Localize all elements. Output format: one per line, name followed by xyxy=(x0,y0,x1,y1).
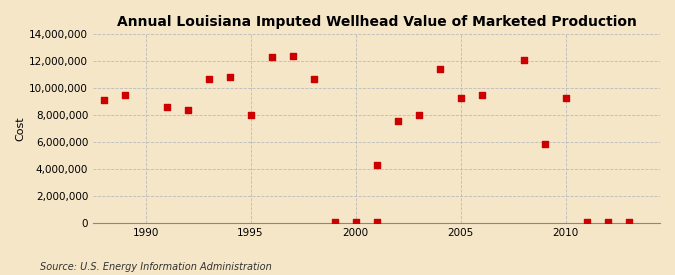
Point xyxy=(518,58,529,62)
Text: Source: U.S. Energy Information Administration: Source: U.S. Energy Information Administ… xyxy=(40,262,272,271)
Point xyxy=(308,77,319,81)
Point xyxy=(203,77,214,81)
Point xyxy=(602,220,613,225)
Point xyxy=(287,54,298,58)
Point xyxy=(161,105,172,109)
Point xyxy=(245,113,256,117)
Point xyxy=(434,67,445,72)
Point xyxy=(413,113,424,117)
Point xyxy=(182,108,193,112)
Point xyxy=(581,220,592,225)
Point xyxy=(224,75,235,80)
Title: Annual Louisiana Imputed Wellhead Value of Marketed Production: Annual Louisiana Imputed Wellhead Value … xyxy=(117,15,637,29)
Point xyxy=(392,119,403,123)
Point xyxy=(455,95,466,100)
Point xyxy=(119,93,130,97)
Point xyxy=(539,141,550,146)
Y-axis label: Cost: Cost xyxy=(15,116,25,141)
Point xyxy=(266,55,277,59)
Point xyxy=(623,220,634,225)
Point xyxy=(560,95,571,100)
Point xyxy=(371,220,382,225)
Point xyxy=(329,220,340,225)
Point xyxy=(98,98,109,103)
Point xyxy=(371,163,382,167)
Point xyxy=(350,220,361,225)
Point xyxy=(476,93,487,97)
